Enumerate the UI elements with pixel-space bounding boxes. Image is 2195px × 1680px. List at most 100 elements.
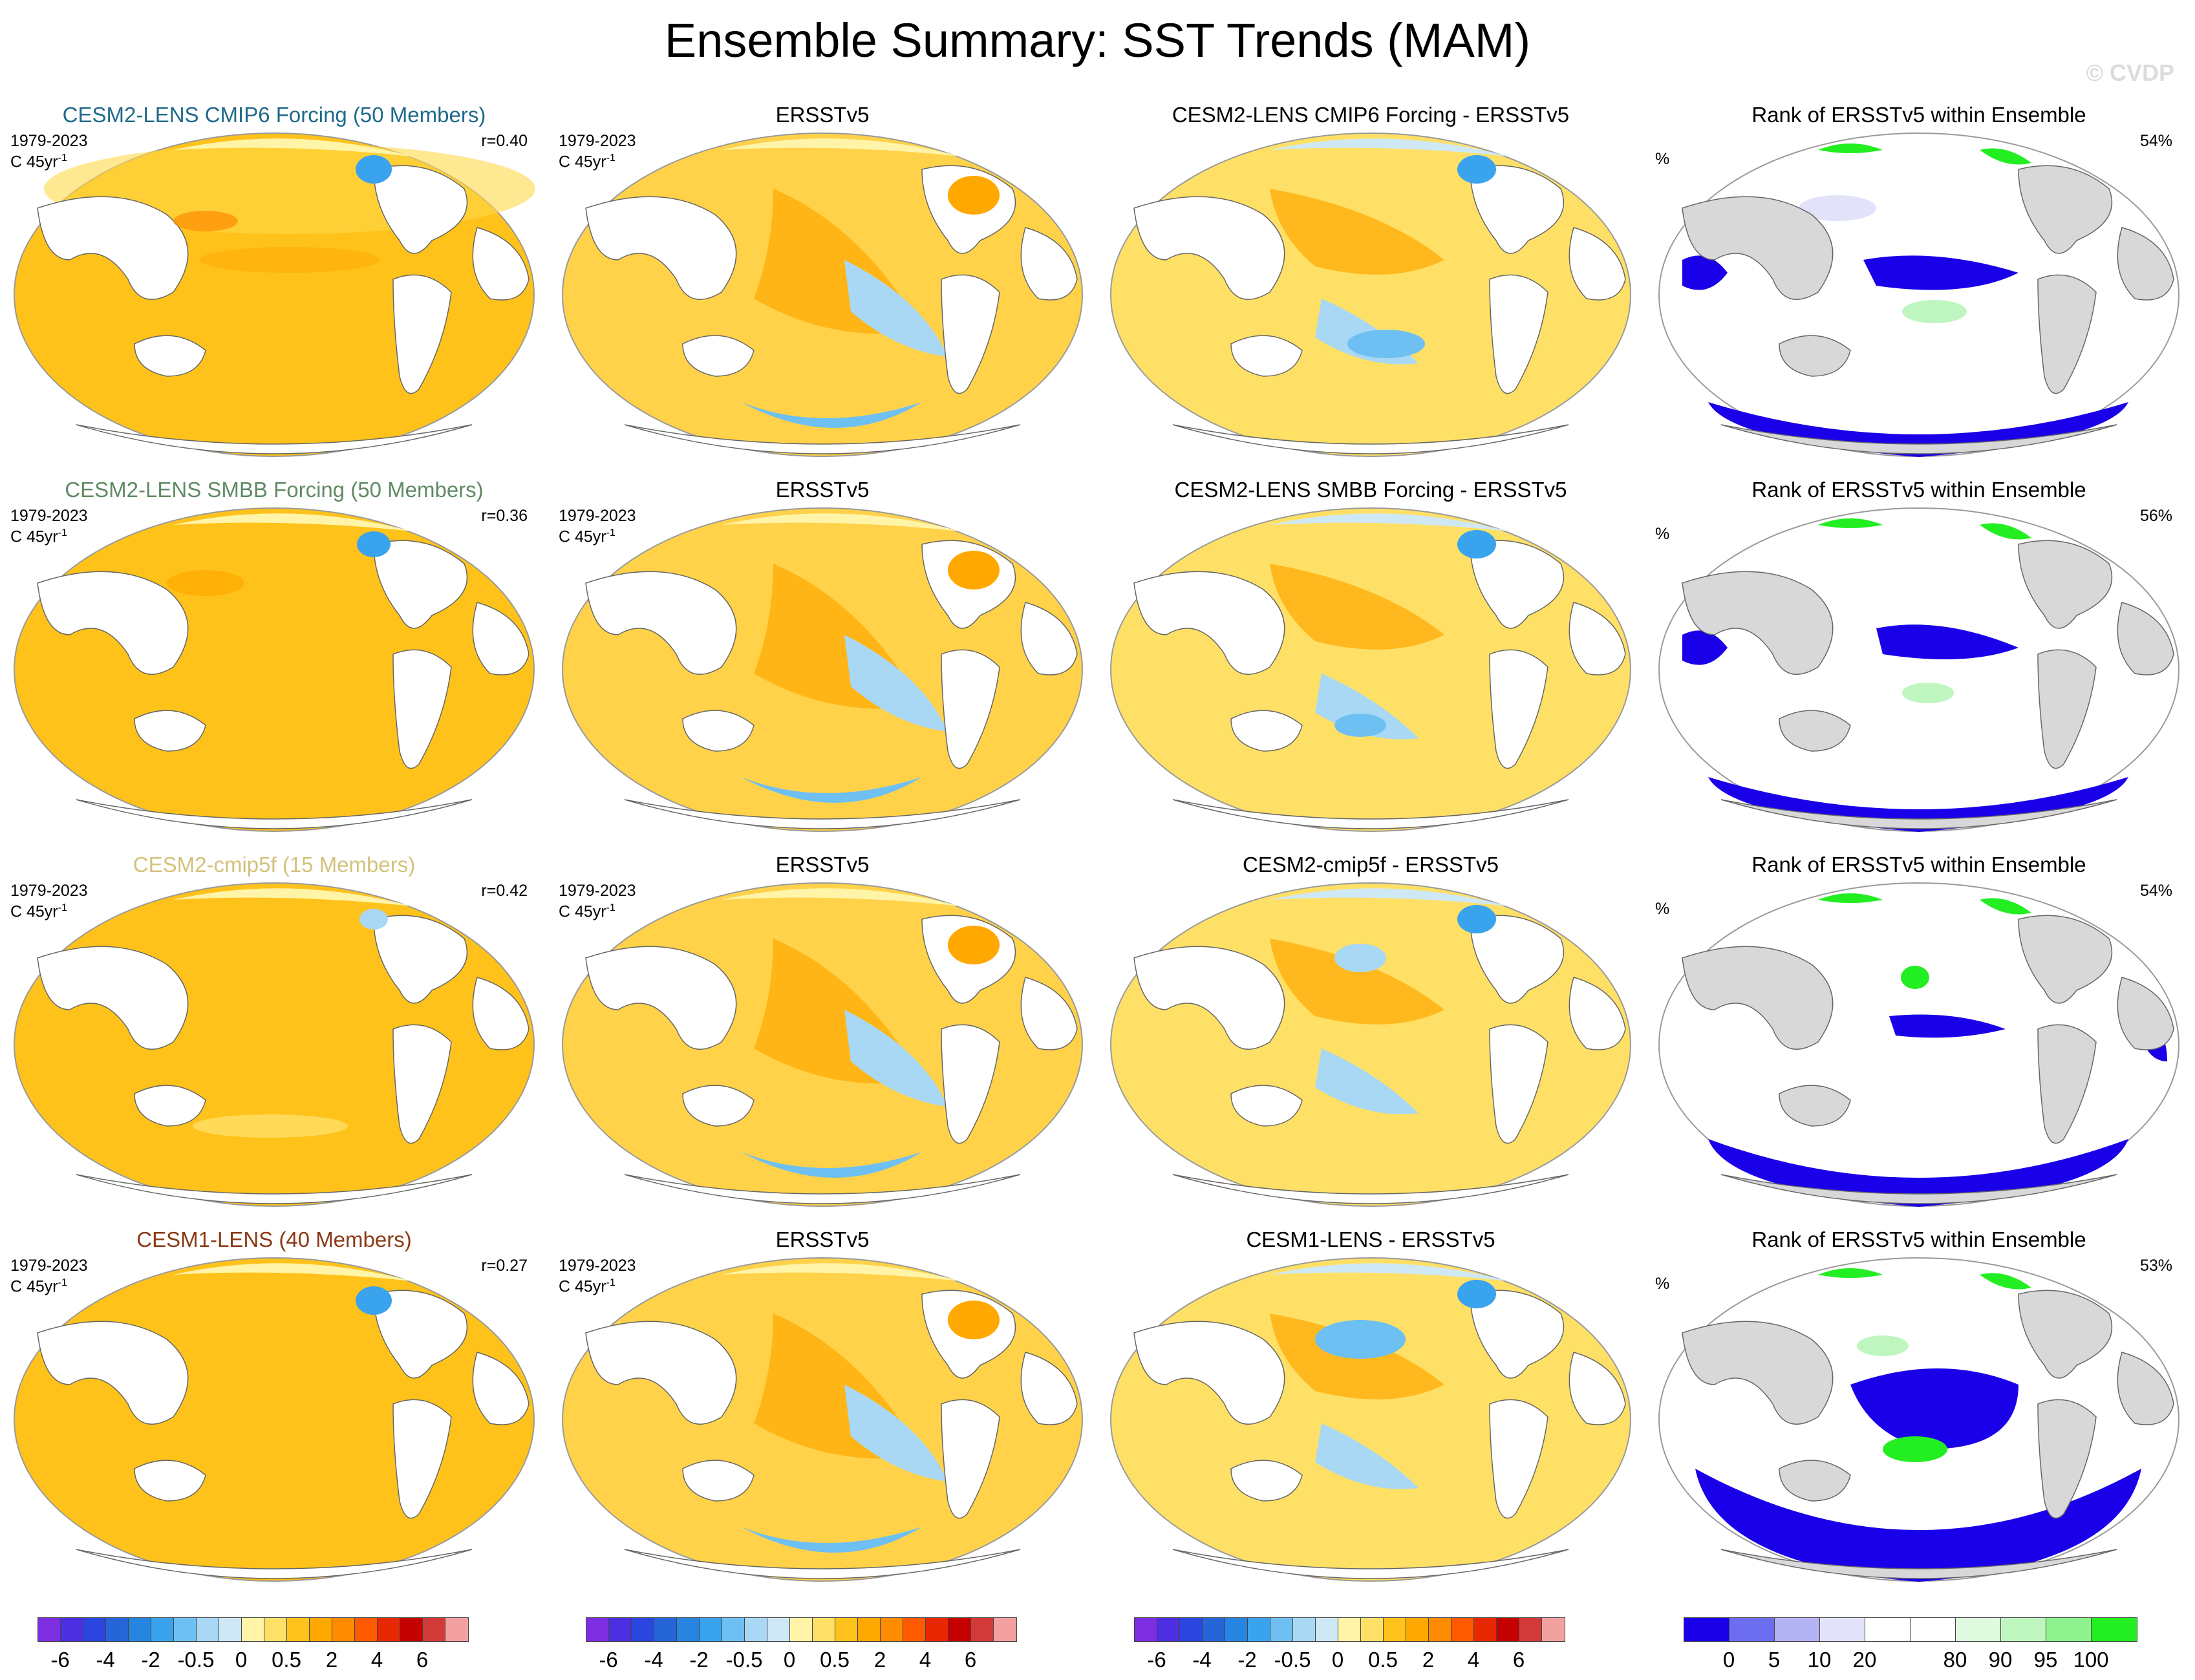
colorbar-swatch [61, 1618, 83, 1641]
colorbar-tick-label: -0.5 [177, 1648, 215, 1672]
units-label: C 45yr-1 [10, 153, 67, 171]
obs-trend-map [562, 507, 1083, 832]
ensemble-title: CESM2-LENS SMBB Forcing (50 Members) [65, 478, 484, 502]
sst-colorbar-ticks: -6 -4 -2 -0.5 0 0.5 2 4 6 [1134, 1647, 1565, 1675]
colorbar-swatch [1270, 1618, 1293, 1641]
ensemble-trend-map [14, 1257, 535, 1582]
diff-trend-map [1110, 1257, 1631, 1582]
obs-panel: ERSSTv5 1979-2023 C 45yr-1 [548, 465, 1097, 840]
rank-summary-value: 54% [2139, 132, 2172, 150]
colorbar-swatch [174, 1618, 197, 1641]
rank-colorbar-ticks: 0 5 10 20 80 90 95 100 [1684, 1647, 2136, 1675]
colorbar-tick-label: -2 [141, 1648, 160, 1672]
colorbar-tick-label: 2 [873, 1648, 886, 1672]
diff-panel: CESM2-cmip5f - ERSSTv5 [1097, 840, 1645, 1215]
colorbar-swatch [1248, 1618, 1270, 1641]
sst-colorbar [586, 1617, 1017, 1642]
colorbar-tick-label: 0.5 [820, 1648, 850, 1672]
colorbar-swatch [423, 1618, 445, 1641]
colorbar-swatch [400, 1618, 423, 1641]
colorbar-swatch [835, 1618, 858, 1641]
colorbar-swatch [2092, 1618, 2137, 1641]
units-label: C 45yr-1 [10, 1277, 67, 1296]
colorbar-swatch [654, 1618, 677, 1641]
colorbar-swatch [1451, 1618, 1474, 1641]
period-label: 1979-2023 [559, 132, 636, 150]
colorbar-swatch [332, 1618, 355, 1641]
diff-trend-map [1110, 507, 1631, 832]
colorbar-swatch [1865, 1618, 1911, 1641]
colorbar-swatch [1429, 1618, 1451, 1641]
colorbar-swatch [994, 1618, 1016, 1641]
ensemble-trend-map [14, 133, 535, 457]
colorbar-tick-label: 5 [1768, 1648, 1781, 1672]
colorbar-tick-label: -6 [1147, 1648, 1166, 1672]
obs-trend-map [562, 882, 1083, 1207]
pattern-correlation: r=0.40 [481, 132, 528, 150]
diff-trend-map [1110, 882, 1631, 1207]
colorbar-swatch [632, 1618, 654, 1641]
colorbar-tick-label: 4 [919, 1648, 932, 1672]
period-label: 1979-2023 [10, 507, 88, 525]
period-label: 1979-2023 [10, 882, 88, 900]
rank-panel: Rank of ERSSTv5 within Ensemble % 56% [1645, 465, 2193, 840]
obs-title: ERSSTv5 [775, 103, 870, 127]
rank-panel: Rank of ERSSTv5 within Ensemble % 54% [1645, 90, 2193, 465]
ensemble-trend-map [14, 507, 535, 832]
obs-trend-map [562, 133, 1083, 457]
rank-summary-value: 56% [2139, 507, 2172, 525]
colorbar-tick-label: -4 [644, 1648, 663, 1672]
obs-panel: ERSSTv5 1979-2023 C 45yr-1 [548, 1215, 1097, 1590]
colorbar-swatch [858, 1618, 881, 1641]
colorbar-tick-label: 2 [1422, 1648, 1435, 1672]
colorbar-tick-label: -6 [50, 1648, 70, 1672]
colorbar-swatch [1316, 1618, 1338, 1641]
sst-colorbar-ticks: -6 -4 -2 -0.5 0 0.5 2 4 6 [586, 1647, 1017, 1675]
colorbar-swatch [767, 1618, 790, 1641]
diff-trend-map [1110, 133, 1631, 457]
colorbar-swatch [1225, 1618, 1248, 1641]
rank-panel: Rank of ERSSTv5 within Ensemble % 54% [1645, 840, 2193, 1215]
units-label: C 45yr-1 [10, 902, 67, 921]
rank-summary-value: 53% [2139, 1257, 2172, 1275]
obs-title: ERSSTv5 [775, 1228, 870, 1251]
rank-map [1658, 1257, 2179, 1582]
colorbar-tick-label: 4 [370, 1648, 383, 1672]
colorbar-tick-label: 6 [964, 1648, 977, 1672]
colorbar-swatch [106, 1618, 129, 1641]
colorbar-swatch [83, 1618, 106, 1641]
colorbar-swatch [1775, 1618, 1820, 1641]
colorbar-swatch [1135, 1618, 1157, 1641]
ensemble-panel: CESM2-LENS CMIP6 Forcing (50 Members) 19… [0, 90, 548, 465]
colorbar-swatch [1820, 1618, 1865, 1641]
rank-percent-label: % [1655, 900, 1670, 918]
colorbar-tick-label: 10 [1807, 1648, 1832, 1672]
colorbar-swatch [609, 1618, 632, 1641]
diff-title: CESM1-LENS - ERSSTv5 [1246, 1228, 1495, 1251]
diff-title: CESM2-LENS CMIP6 Forcing - ERSSTv5 [1172, 103, 1570, 127]
colorbar-tick-label: -2 [1237, 1648, 1257, 1672]
colorbar-swatch [1474, 1618, 1497, 1641]
colorbar-swatch [1384, 1618, 1406, 1641]
rank-panel: Rank of ERSSTv5 within Ensemble % 53% [1645, 1215, 2193, 1590]
colorbar-swatch [38, 1618, 61, 1641]
ensemble-panel: CESM2-cmip5f (15 Members) 1979-2023 C 45… [0, 840, 548, 1215]
rank-colorbar [1684, 1617, 2137, 1642]
colorbar-swatch [1497, 1618, 1519, 1641]
colorbar-swatch [2001, 1618, 2046, 1641]
sst-colorbar [1134, 1617, 1565, 1642]
colorbar-swatch [287, 1618, 310, 1641]
colorbar-tick-label: 100 [2073, 1648, 2109, 1672]
colorbar-swatch [1293, 1618, 1316, 1641]
colorbar-swatch [445, 1618, 468, 1641]
rank-percent-label: % [1655, 1275, 1670, 1293]
rank-summary-value: 54% [2139, 882, 2172, 900]
ensemble-panel: CESM2-LENS SMBB Forcing (50 Members) 197… [0, 465, 548, 840]
obs-panel: ERSSTv5 1979-2023 C 45yr-1 [548, 840, 1097, 1215]
ensemble-title: CESM2-cmip5f (15 Members) [133, 853, 416, 877]
colorbar-tick-label: 0.5 [1368, 1648, 1398, 1672]
colorbar-swatch [677, 1618, 700, 1641]
diff-title: CESM2-cmip5f - ERSSTv5 [1242, 853, 1499, 877]
colorbar-swatch [264, 1618, 287, 1641]
period-label: 1979-2023 [559, 1257, 636, 1275]
